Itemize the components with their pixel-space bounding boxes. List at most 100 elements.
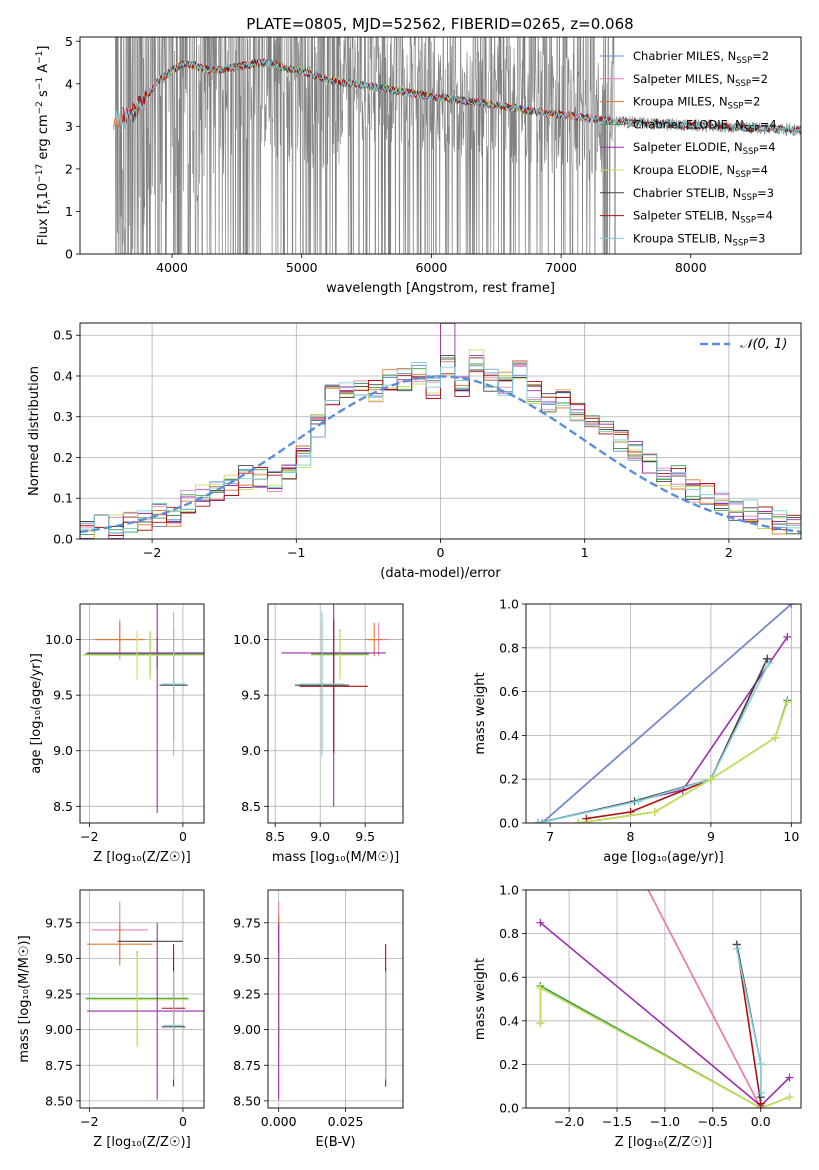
mass_weight_vs_age-frame — [525, 603, 802, 824]
x-tick-label: −2 — [80, 829, 98, 844]
y-tick-label: 0.5 — [53, 328, 73, 343]
series-marker — [536, 918, 545, 927]
y-tick-label: 1.0 — [499, 597, 519, 612]
y-tick-label: 8.5 — [53, 799, 73, 814]
series-marker — [634, 797, 643, 806]
legend-label: Chabrier MILES, NSSP=2 — [633, 49, 769, 66]
mass_weight_vs_age-grid — [526, 603, 801, 824]
x-axis-label: Z [log₁₀(Z/Z☉)] — [615, 1135, 712, 1150]
y-tick-label: 9.75 — [45, 915, 73, 930]
series-marker — [574, 819, 583, 823]
mass_weight_vs_z-grid — [526, 889, 801, 1109]
x-tick-label: 4000 — [156, 260, 188, 275]
mass_vs_z-grid — [80, 890, 204, 1108]
y-tick-label: 9.25 — [45, 987, 73, 1002]
y-tick-label: 8.50 — [233, 1093, 261, 1108]
y-axis-label-part: −1 — [35, 77, 45, 90]
legend-label: Salpeter STELIB, NSSP=4 — [633, 209, 773, 226]
y-tick-label: 0 — [65, 247, 73, 262]
mass_weight_vs_z-plot-area — [536, 890, 794, 1108]
spectrum-legend: Chabrier MILES, NSSP=2 Salpeter MILES, NS… — [600, 49, 777, 248]
series-marker — [763, 654, 772, 663]
y-tick-label: 0.2 — [53, 450, 73, 465]
series-marker — [785, 1073, 794, 1082]
y-tick-label: 8.75 — [233, 1058, 261, 1073]
x-tick-label: −1 — [287, 545, 305, 560]
legend-label: Kroupa ELODIE, NSSP=4 — [633, 163, 768, 180]
y-tick-label: 0.8 — [499, 926, 519, 941]
x-tick-label: 1 — [581, 545, 589, 560]
y-tick-label: 9.25 — [233, 987, 261, 1002]
y-tick-label: 1 — [65, 204, 73, 219]
x-tick-label: 6000 — [416, 260, 448, 275]
x-axis-label: wavelength [Angstrom, rest frame] — [326, 281, 555, 296]
x-tick-label: −2 — [80, 1114, 98, 1129]
series-marker — [538, 819, 547, 823]
series-line-salpeter_elodie — [537, 636, 788, 823]
series-marker — [536, 984, 545, 993]
y-axis-label: Normed distribution — [27, 366, 42, 496]
residuals-frame — [79, 322, 802, 540]
y-tick-label: 9.0 — [53, 743, 73, 758]
y-tick-label: 0.4 — [53, 368, 73, 383]
series-line-salpeter_miles — [647, 890, 762, 1108]
x-tick-label: 10 — [783, 829, 799, 844]
age_vs_z-plot-area — [82, 604, 204, 813]
y-tick-label: 10.0 — [233, 632, 261, 647]
data-point — [96, 622, 144, 657]
x-tick-label: 0.000 — [261, 1114, 297, 1129]
data-point — [365, 622, 384, 657]
x-tick-label: 9 — [707, 829, 715, 844]
y-tick-label: 0.0 — [499, 1101, 519, 1116]
y-tick-label: 0.3 — [53, 409, 73, 424]
series-marker — [732, 944, 741, 953]
y-tick-label: 5 — [65, 34, 73, 49]
residuals-plot-area — [80, 323, 801, 539]
y-axis-label-part: −17 — [35, 164, 45, 183]
series-line-kroupa_elodie — [539, 986, 790, 1108]
series-marker — [764, 659, 773, 668]
x-tick-label: 0 — [179, 1114, 187, 1129]
x-axis-label: age [log₁₀(age/yr)] — [603, 850, 724, 865]
y-tick-label: 9.50 — [233, 951, 261, 966]
data-point — [299, 619, 368, 753]
y-axis-label-part: −2 — [35, 101, 45, 114]
y-tick-label: 4 — [65, 76, 73, 91]
y-tick-label: 8.5 — [241, 799, 261, 814]
y-tick-label: 8.50 — [45, 1093, 73, 1108]
x-tick-label: 2 — [725, 545, 733, 560]
x-axis-label: E(B-V) — [315, 1135, 355, 1150]
spectrum-model-kroupa_stelib — [113, 58, 801, 135]
data-point — [85, 952, 189, 1047]
x-tick-label: 7 — [546, 829, 554, 844]
x-axis-label: Z [log₁₀(Z/Z☉)] — [93, 850, 190, 865]
spectrum-frame — [79, 36, 802, 255]
panel-mass_weight_vs_age: 7 8 9 10 0.0 0.2 0.4 0.6 0.8 1.0 age [log₁₀(age/yr… — [473, 597, 802, 865]
y-axis-label: mass weight — [473, 958, 488, 1040]
age_vs_z-grid — [80, 604, 204, 823]
series-line-chabrier_miles — [541, 604, 792, 823]
y-axis-label: age [log₁₀(age/yr)] — [29, 653, 44, 774]
mass_vs_ebv-frame — [267, 889, 404, 1109]
y-tick-label: 9.50 — [45, 951, 73, 966]
legend-label: Kroupa MILES, NSSP=2 — [633, 95, 760, 112]
data-point — [163, 971, 184, 1080]
x-tick-label: 9.0 — [310, 829, 330, 844]
panel-spectrum: 4000 5000 6000 7000 8000 0 1 2 3 4 5 wavelength [An… — [35, 34, 802, 296]
panel-residuals: −2 −1 0 1 2 0.0 0.1 0.2 0.3 0.4 0.5 (data-model)/er… — [27, 322, 802, 581]
panel-mass_vs_ebv: 0.000 0.025 8.50 8.75 9.00 9.25 9.50 9.75 E(B-V) — [233, 889, 404, 1150]
y-axis-label-part: s — [36, 90, 51, 101]
gaussian-curve — [80, 375, 801, 534]
series-marker — [536, 1018, 545, 1027]
y-tick-label: 10.0 — [45, 632, 73, 647]
age_vs_mass-grid — [268, 604, 403, 823]
legend-label: Chabrier ELODIE, NSSP=4 — [633, 117, 777, 134]
y-tick-label: 2 — [65, 161, 73, 176]
legend-label-gaussian: 𝒩(0, 1) — [740, 337, 787, 352]
x-tick-label: 8000 — [675, 260, 707, 275]
y-tick-label: 0.4 — [499, 728, 519, 743]
series-marker — [534, 819, 543, 823]
y-axis-label-part: Flux [f — [36, 204, 51, 245]
series-line-chabrier_stelib — [537, 658, 768, 823]
mass_vs_ebv-plot-area — [278, 901, 387, 1100]
